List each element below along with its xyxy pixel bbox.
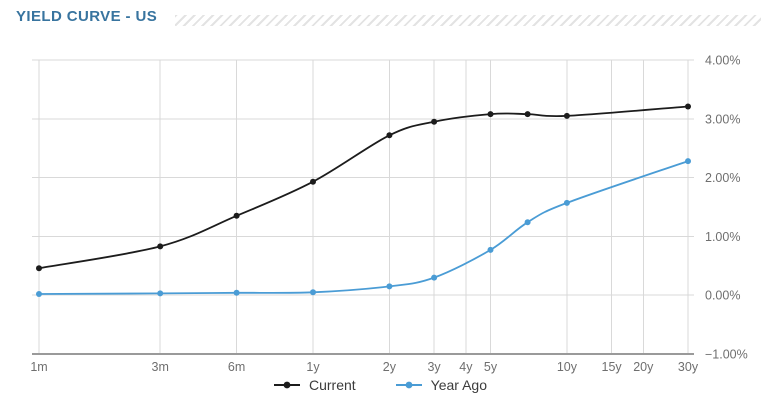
year-ago-data-point-2y[interactable]: [386, 283, 393, 290]
y-tick-label: −1.00%: [705, 348, 748, 362]
year-ago-data-point-6m[interactable]: [233, 289, 240, 296]
x-tick-label: 6m: [228, 360, 245, 374]
year-ago-data-point-3y[interactable]: [431, 274, 438, 281]
x-tick-label: 4y: [459, 360, 473, 374]
x-tick-label: 2y: [383, 360, 397, 374]
x-tick-label: 20y: [633, 360, 654, 374]
current-data-point-3m[interactable]: [157, 243, 164, 250]
x-tick-label: 10y: [557, 360, 578, 374]
x-tick-label: 30y: [678, 360, 699, 374]
x-tick-label: 5y: [484, 360, 498, 374]
current-data-point-30y[interactable]: [685, 103, 691, 110]
yield-curve-chart: 4.00% 3.00% 2.00% 1.00% 0.00% −1.00% 1m 3m 6m 1y 2…: [30, 54, 748, 375]
year-ago-data-point-7y[interactable]: [524, 219, 531, 226]
current-series-marker-icon: [273, 381, 300, 389]
chart-legend: Current Year Ago: [0, 377, 761, 393]
current-data-point-1y[interactable]: [310, 178, 316, 185]
current-data-point-2y[interactable]: [386, 132, 393, 139]
x-tick-label: 15y: [602, 360, 623, 374]
year-ago-series-line: [38, 160, 689, 295]
legend-item-current[interactable]: Current: [273, 377, 356, 393]
current-data-point-3y[interactable]: [431, 118, 438, 125]
hatch-decoration: [175, 15, 761, 26]
current-data-point-1m[interactable]: [36, 265, 42, 272]
y-tick-label: 0.00%: [705, 289, 740, 303]
x-tick-label: 3m: [152, 360, 169, 374]
current-data-point-10y[interactable]: [563, 112, 570, 119]
current-data-point-6m[interactable]: [233, 212, 240, 219]
current-series-line: [38, 105, 689, 270]
x-tick-label: 3y: [427, 360, 441, 374]
y-tick-label: 3.00%: [705, 112, 740, 126]
current-data-point-7y[interactable]: [524, 111, 531, 118]
legend-label-current: Current: [308, 377, 356, 393]
y-tick-label: 1.00%: [705, 230, 740, 244]
year-ago-data-point-5y[interactable]: [487, 246, 494, 253]
x-tick-label: 1m: [30, 360, 47, 374]
y-tick-label: 4.00%: [705, 54, 740, 68]
year-ago-data-point-3m[interactable]: [157, 290, 164, 297]
year-ago-data-point-1m[interactable]: [36, 291, 42, 297]
legend-item-year-ago[interactable]: Year Ago: [395, 377, 487, 393]
year-ago-data-point-30y[interactable]: [685, 158, 691, 165]
x-tick-label: 1y: [306, 360, 320, 374]
widget-title: YIELD CURVE - US: [16, 8, 158, 25]
legend-label-year-ago: Year Ago: [430, 377, 487, 393]
year-ago-data-point-10y[interactable]: [563, 199, 570, 206]
y-tick-label: 2.00%: [705, 171, 740, 185]
year-ago-data-point-1y[interactable]: [310, 289, 316, 296]
year-ago-series-marker-icon: [395, 381, 422, 389]
current-data-point-5y[interactable]: [487, 111, 494, 118]
